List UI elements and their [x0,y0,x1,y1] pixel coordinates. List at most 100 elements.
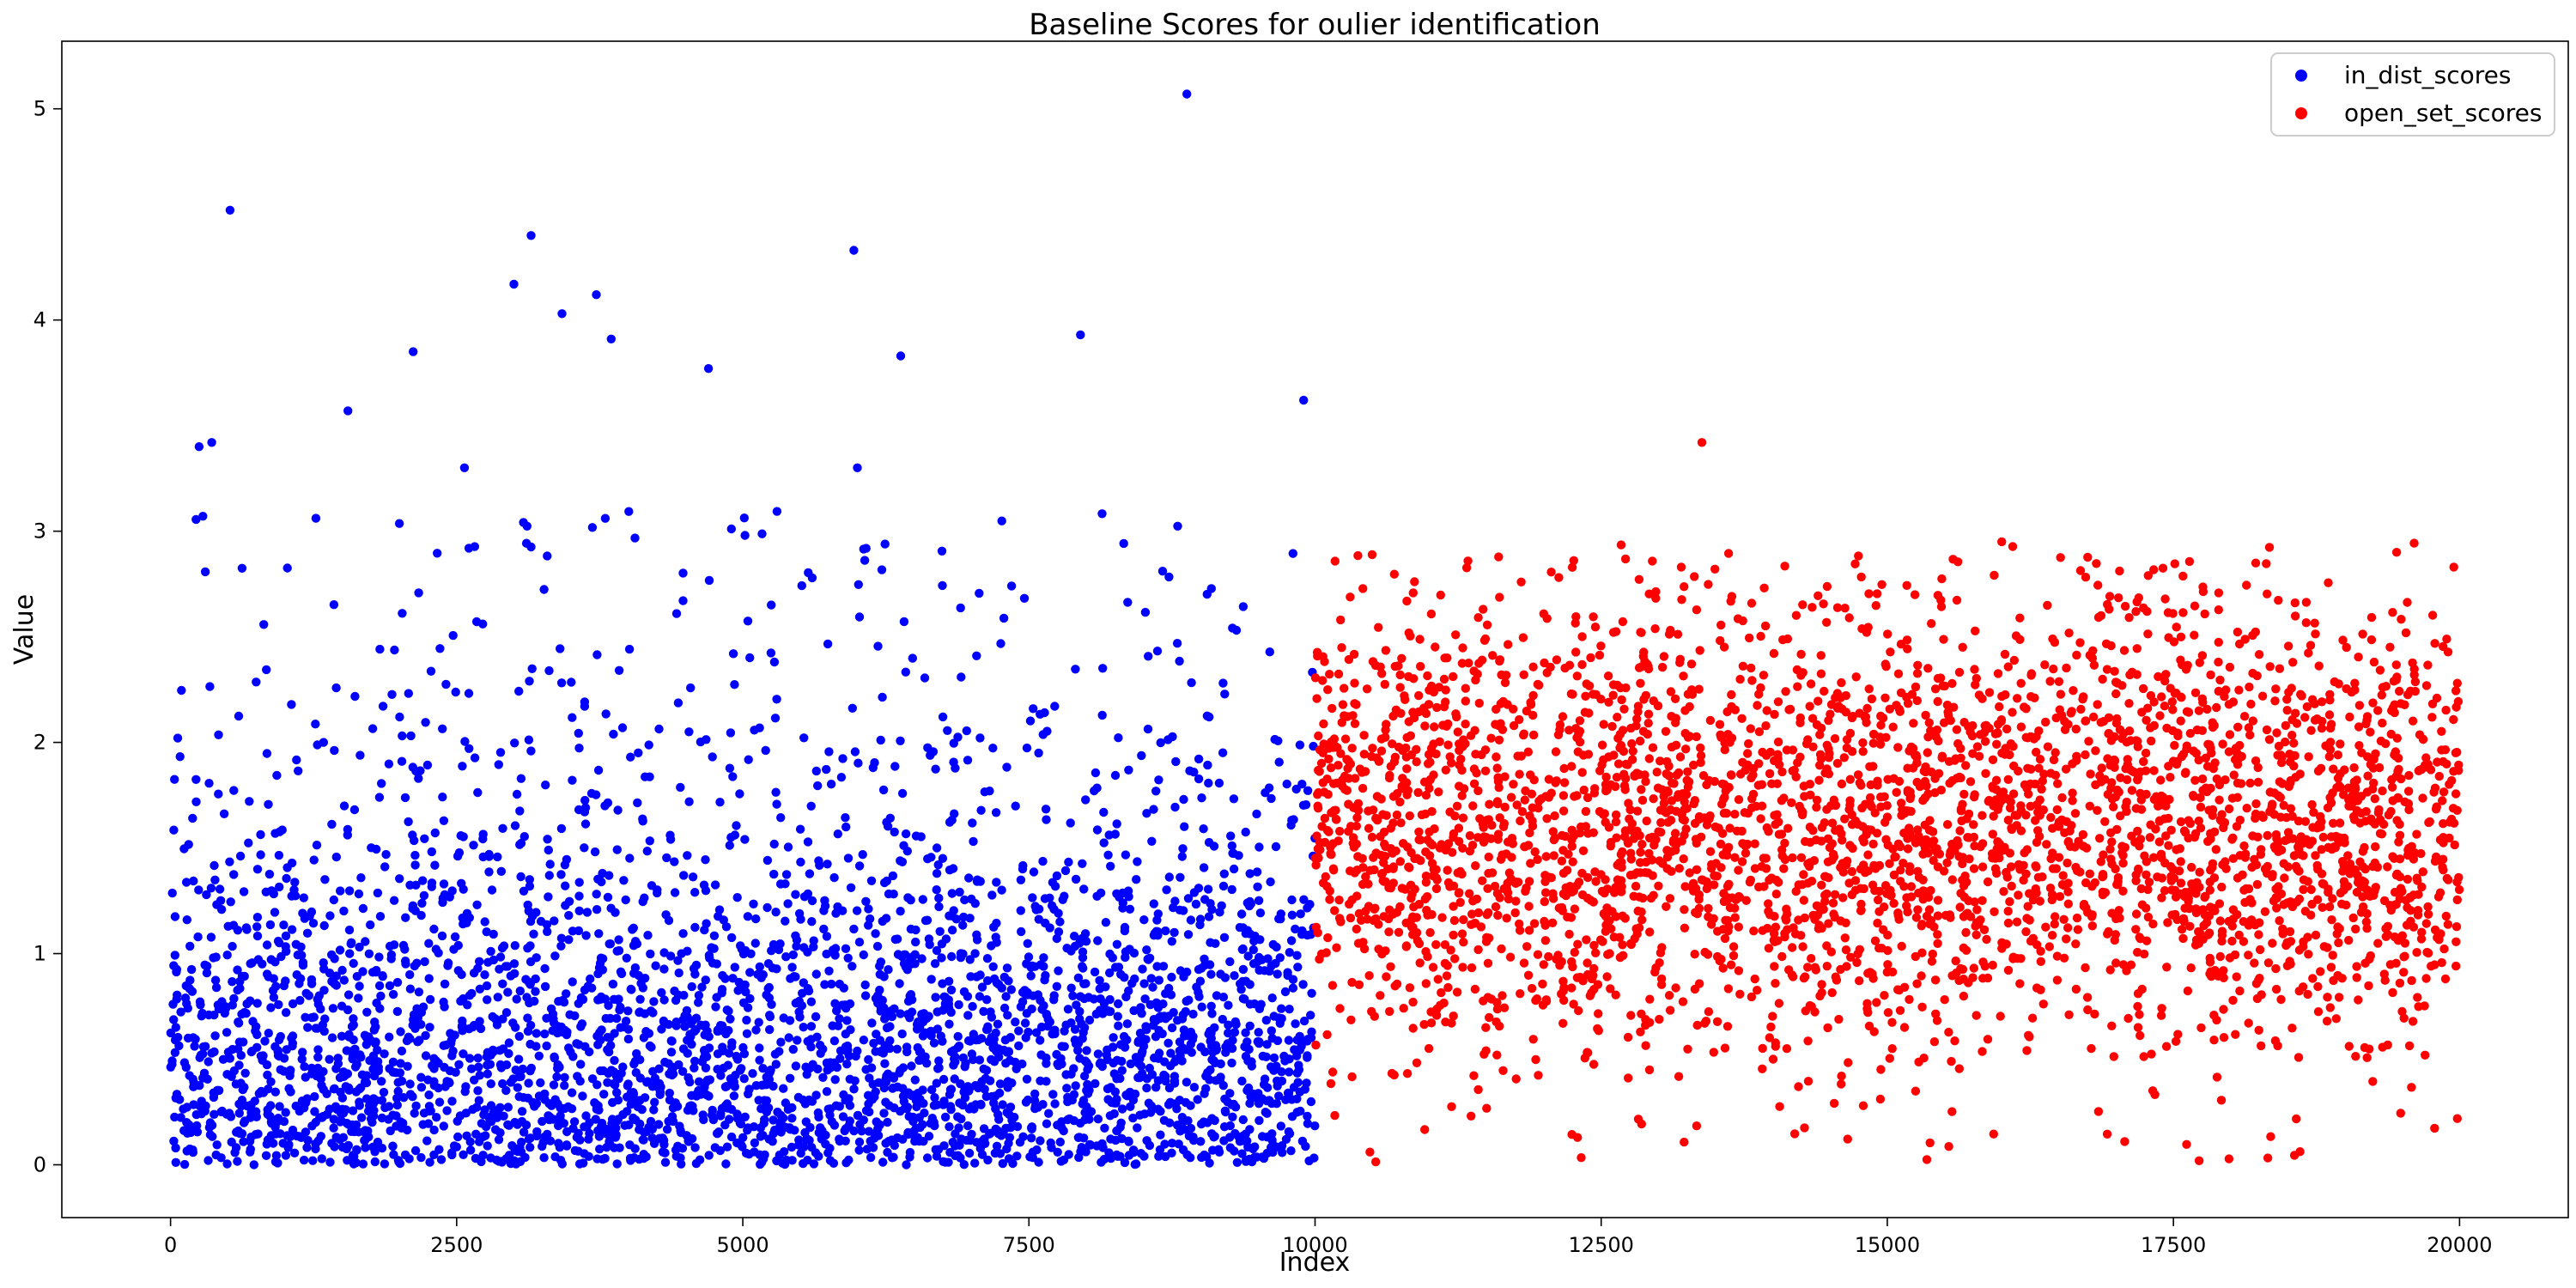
data-point-in-dist [1106,861,1115,871]
data-point-in-dist [1227,1058,1236,1068]
data-point-in-dist [1047,1143,1056,1152]
data-point-open-set [1747,992,1757,1002]
data-point-open-set [2211,845,2221,854]
data-point-in-dist [465,1145,476,1155]
data-point-in-dist [650,1097,659,1107]
data-point-open-set [1896,640,1906,649]
data-point-in-dist [169,825,179,835]
data-point-open-set [2272,728,2281,738]
data-point-in-dist [206,884,216,893]
data-point-open-set [2265,662,2275,671]
data-point-open-set [2164,841,2173,850]
data-point-open-set [2214,686,2223,696]
data-point-open-set [2403,874,2413,884]
data-point-in-dist [967,1129,976,1139]
data-point-in-dist [1293,1078,1303,1087]
data-point-in-dist [924,1132,934,1141]
data-point-in-dist [512,994,521,1004]
data-point-in-dist [664,1116,673,1127]
data-point-in-dist [400,793,410,803]
data-point-in-dist [216,1153,226,1163]
data-point-in-dist [252,677,261,687]
data-point-in-dist [860,980,870,990]
data-point-in-dist [210,875,220,884]
data-point-in-dist [1156,738,1165,748]
data-point-in-dist [756,1132,765,1141]
data-point-in-dist [341,1082,350,1091]
data-point-in-dist [1036,1136,1045,1145]
data-point-open-set [1623,1032,1633,1042]
data-point-in-dist [524,1078,533,1088]
data-point-in-dist [475,957,484,967]
data-point-in-dist [421,1030,430,1041]
data-point-in-dist [947,951,957,962]
data-point-open-set [1807,954,1816,963]
data-point-open-set [2379,969,2389,979]
data-point-in-dist [596,1066,605,1076]
data-point-in-dist [1241,1052,1251,1061]
data-point-in-dist [307,1121,317,1131]
data-point-open-set [2451,686,2461,696]
data-point-in-dist [222,951,232,960]
data-point-in-dist [1292,951,1302,960]
data-point-open-set [2044,942,2054,951]
data-point-in-dist [252,865,263,874]
data-point-in-dist [805,1062,815,1072]
data-point-in-dist [1123,598,1133,607]
data-point-in-dist [1084,1107,1093,1116]
data-point-in-dist [344,886,355,896]
data-point-in-dist [795,824,805,834]
data-point-open-set [2197,651,2208,660]
data-point-in-dist [459,993,468,1004]
data-point-in-dist [1147,836,1157,846]
data-point-in-dist [770,714,781,723]
data-point-in-dist [204,779,214,788]
data-point-open-set [1371,1157,1381,1167]
data-point-in-dist [395,874,404,884]
data-point-in-dist [822,1087,832,1097]
data-point-open-set [1421,790,1431,800]
data-point-in-dist [343,1156,352,1165]
data-point-in-dist [757,529,767,538]
data-point-in-dist [473,787,483,798]
data-point-in-dist [1120,1157,1130,1168]
data-point-in-dist [563,1102,573,1112]
data-point-in-dist [249,1160,258,1170]
data-point-in-dist [1131,1159,1141,1169]
data-point-open-set [1872,998,1881,1007]
data-point-in-dist [1271,841,1281,852]
data-point-in-dist [1008,1158,1018,1169]
data-point-in-dist [497,1157,507,1167]
data-point-in-dist [997,885,1006,895]
data-point-in-dist [784,1033,793,1042]
data-point-in-dist [1196,1042,1206,1052]
data-point-in-dist [450,932,460,942]
data-point-in-dist [787,1142,797,1152]
data-point-in-dist [767,600,776,610]
data-point-open-set [2075,566,2086,575]
data-point-open-set [2038,999,2048,1009]
data-point-in-dist [694,991,704,1000]
data-point-open-set [1631,881,1641,891]
data-point-in-dist [744,755,753,764]
data-point-in-dist [574,728,583,738]
data-point-open-set [2325,1003,2335,1012]
data-point-in-dist [1129,1005,1139,1016]
data-point-in-dist [1078,1028,1088,1037]
data-point-in-dist [270,908,280,917]
data-point-open-set [2176,857,2185,866]
data-point-in-dist [453,1132,463,1142]
data-point-in-dist [393,1078,403,1087]
data-point-in-dist [981,1066,992,1075]
data-point-open-set [1771,979,1780,988]
data-point-in-dist [811,1091,821,1100]
data-point-in-dist [1056,1157,1066,1166]
data-point-in-dist [1080,1056,1091,1066]
data-point-in-dist [471,1129,481,1139]
data-point-in-dist [419,1109,429,1118]
data-point-in-dist [756,973,766,982]
data-point-in-dist [282,873,291,884]
data-point-open-set [1415,958,1425,968]
data-point-open-set [2409,538,2419,548]
data-point-open-set [1955,902,1965,912]
